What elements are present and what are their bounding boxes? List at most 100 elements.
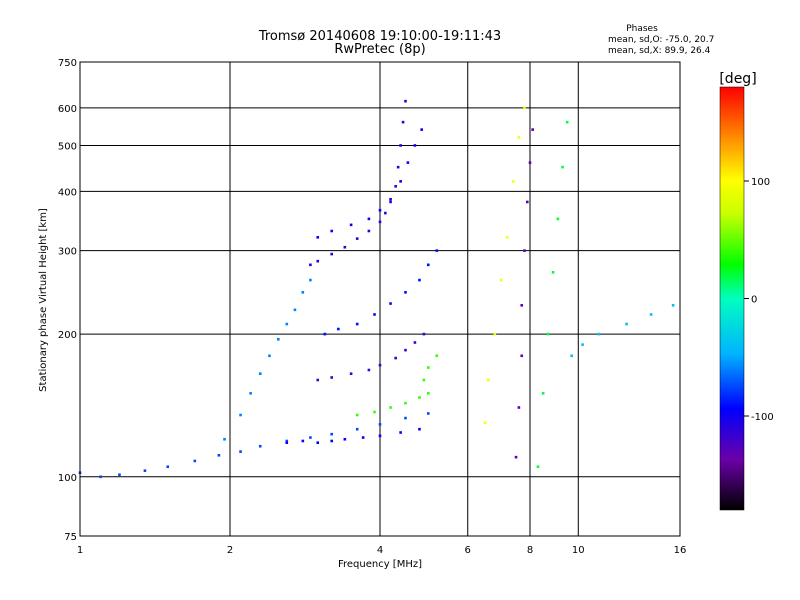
x-tick-label: 10 [572,545,585,556]
phase-header-title: Phases [626,24,658,34]
data-point [389,406,392,409]
data-point [394,185,397,188]
data-point [373,313,376,316]
data-point [570,354,573,358]
data-point [330,376,334,379]
data-point [404,416,407,420]
data-point [330,432,334,436]
data-point [323,332,327,336]
data-point [426,392,430,395]
x-tick-label: 8 [527,545,533,556]
data-point [389,200,392,204]
y-tick-label: 600 [58,104,77,115]
data-point [258,444,262,448]
data-point [413,341,417,344]
data-point [523,106,526,110]
data-point [551,271,555,274]
data-point [367,229,371,233]
plot-frame [79,61,681,537]
y-axis-label: Stationary phase Virtual Height [km] [38,208,49,392]
data-point [367,368,371,372]
y-tick-label: 200 [58,330,77,341]
data-point [536,465,540,469]
data-point [355,427,359,431]
y-tick-label: 300 [58,247,77,258]
data-point [309,263,312,267]
data-point [389,302,392,305]
data-point [483,421,487,425]
data-point [420,128,423,131]
data-point [337,327,340,331]
data-point [394,356,397,360]
data-point [493,332,497,336]
phase-header-line-o: mean, sd,O: -75.0, 20.7 [608,35,714,45]
colorbar-label: [deg] [719,71,756,87]
data-point [546,332,550,336]
data-point [528,161,532,164]
data-point [581,343,584,346]
y-tick-label: 500 [58,141,77,152]
data-point [625,322,628,326]
data-point [316,236,320,239]
data-point [193,459,197,463]
phase-header-line-x: mean, sd,X: 89.9, 26.4 [608,46,711,56]
data-point [249,392,252,395]
data-point [316,441,320,445]
data-point [316,378,320,382]
data-point [525,200,529,204]
data-point [118,473,121,477]
data-point [355,322,359,326]
data-point [343,245,347,249]
y-tick-label: 75 [64,532,77,543]
data-point [517,136,521,139]
data-point [239,450,242,453]
data-point [389,197,392,201]
data-point [378,208,382,212]
data-point [378,220,382,224]
data-point [349,372,353,375]
data-point [406,161,410,164]
colorbar-ticks: 100 0 -100 [744,177,774,423]
data-point [413,144,417,147]
data-point [285,439,289,443]
data-point [520,304,524,307]
data-point [301,291,305,294]
data-point [349,223,353,227]
data-point [523,249,526,252]
data-point [378,363,382,367]
data-point [499,278,503,282]
x-tick-label: 4 [377,545,383,556]
data-point [399,431,402,434]
data-point [435,249,439,252]
chart-subtitle: RwPretec (8p) [334,42,425,57]
data-point [285,441,289,445]
data-point [418,427,421,431]
data-point [378,434,382,438]
x-tick-label: 6 [465,545,471,556]
data-point [418,278,421,282]
data-point [426,412,430,415]
data-point [649,313,653,316]
data-point [268,354,271,358]
data-point [435,354,439,358]
colorbar-tick-label: 100 [751,177,770,188]
x-tick-label: 1 [77,545,83,556]
data-point [556,217,560,221]
data-point [343,437,347,441]
data-point [223,437,226,441]
data-point [367,217,371,221]
data-point [399,180,402,183]
data-point [401,120,405,124]
data-point [361,436,365,439]
data-points [78,99,675,479]
plot-grid [80,62,680,536]
data-point [301,439,305,443]
data-point [373,410,376,414]
data-point [309,278,312,282]
data-point [597,332,601,336]
data-point [330,439,334,443]
data-point [217,453,221,457]
colorbar-tick-label: -100 [751,412,774,423]
data-point [285,322,289,326]
